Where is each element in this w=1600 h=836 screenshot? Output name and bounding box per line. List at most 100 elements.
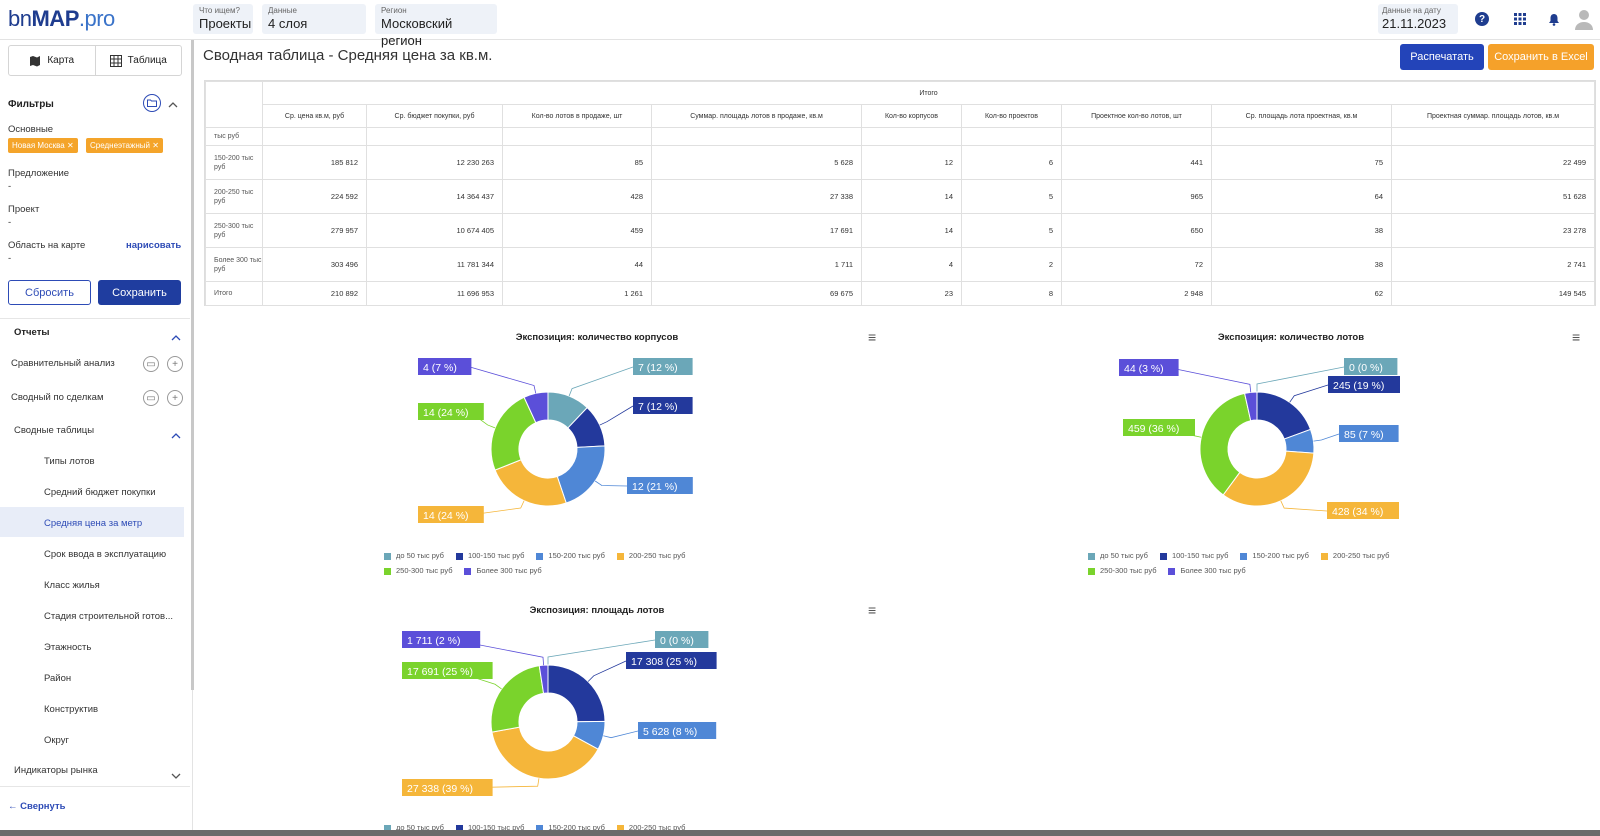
tab-map[interactable]: Карта: [9, 46, 96, 75]
reports-title: Отчеты: [14, 327, 50, 338]
selected-item-highlight: [0, 507, 184, 537]
donut-slice[interactable]: [547, 664, 606, 723]
filter-chip[interactable]: Новая Москва ✕: [8, 138, 78, 153]
folder-icon[interactable]: [143, 94, 161, 112]
donut-chart: 0 (0 %) 245 (19 %) 85 (7 %) 428 (34 %) 459 (…: [1119, 358, 1400, 519]
pivot-item[interactable]: Средний бюджет покупки: [44, 487, 156, 498]
pivot-item-active[interactable]: Средняя цена за метр: [44, 518, 143, 529]
data-label: 5 628 (8 %): [643, 726, 697, 738]
sidebar-scrollbar[interactable]: [191, 40, 194, 690]
market-indicators[interactable]: Индикаторы рынка: [14, 765, 98, 776]
bottom-scrollbar[interactable]: [0, 830, 1600, 836]
donut-slice[interactable]: [538, 664, 549, 694]
legend-item[interactable]: до 50 тыс руб: [384, 548, 444, 563]
legend-item[interactable]: до 50 тыс руб: [1088, 548, 1148, 563]
export-excel-button[interactable]: Сохранить в Excel: [1488, 44, 1594, 70]
report-comparative-analysis[interactable]: Сравнительный анализ: [11, 358, 115, 369]
pivot-item[interactable]: Срок ввода в эксплуатацию: [44, 549, 167, 560]
filter-chip[interactable]: Среднеэтажный ✕: [86, 138, 163, 153]
chart-menu-icon[interactable]: ≡: [1572, 329, 1581, 345]
print-button[interactable]: Распечатать: [1400, 44, 1484, 70]
legend-item[interactable]: 250-300 тыс руб: [1088, 563, 1156, 578]
donut-slice[interactable]: [1199, 392, 1252, 496]
tab-table[interactable]: Таблица: [96, 46, 182, 75]
offer-value[interactable]: -: [8, 181, 12, 192]
pivot-item[interactable]: Этажность: [44, 642, 92, 653]
legend-item[interactable]: 150-200 тыс руб: [536, 548, 605, 563]
legend-item[interactable]: 200-250 тыс руб: [616, 548, 685, 563]
donut-slice[interactable]: [556, 445, 606, 504]
column-header[interactable]: Кол-во лотов в продаже, шт: [502, 104, 652, 128]
close-icon[interactable]: ✕: [66, 141, 74, 150]
legend-item[interactable]: 100-150 тыс руб: [455, 820, 524, 835]
user-avatar[interactable]: [1574, 8, 1594, 30]
save-button[interactable]: Сохранить: [98, 280, 181, 305]
search-type-selector[interactable]: Что ищем? Проекты: [193, 4, 253, 34]
chevron-up-icon[interactable]: [168, 96, 178, 114]
pivot-item[interactable]: Класс жилья: [44, 580, 100, 591]
column-header[interactable]: Ср. бюджет покупки, руб: [366, 104, 503, 128]
donut-slice[interactable]: [1244, 391, 1258, 422]
pivot-item[interactable]: Конструктив: [44, 704, 99, 715]
view-tabs: Карта Таблица: [8, 45, 182, 76]
donut-slice[interactable]: [1222, 450, 1315, 507]
pivot-item[interactable]: Округ: [44, 735, 69, 746]
add-icon[interactable]: +: [167, 390, 183, 406]
donut-slice[interactable]: [494, 459, 567, 507]
column-header[interactable]: Проектная суммар. площадь лотов, кв.м: [1391, 104, 1595, 128]
folder-icon[interactable]: ▭: [143, 390, 159, 406]
data-label: 0 (0 %): [660, 635, 694, 647]
draw-area-link[interactable]: нарисовать: [126, 240, 182, 251]
donut-slice[interactable]: [490, 665, 545, 733]
report-deals-summary[interactable]: Сводный по сделкам: [11, 392, 104, 403]
data-label: 44 (3 %): [1124, 363, 1164, 375]
chevron-up-icon[interactable]: [171, 427, 181, 445]
legend-item[interactable]: 150-200 тыс руб: [536, 820, 605, 835]
collapse-sidebar-button[interactable]: ← Свернуть: [8, 801, 66, 812]
logo[interactable]: bnMAP.pro: [8, 6, 115, 31]
data-layers-selector[interactable]: Данные 4 слоя: [262, 4, 366, 34]
legend-item[interactable]: 250-300 тыс руб: [384, 563, 452, 578]
apps-grid-icon[interactable]: [1513, 12, 1527, 26]
reset-button[interactable]: Сбросить: [8, 280, 91, 305]
column-header[interactable]: Кол-во проектов: [961, 104, 1062, 128]
legend-item[interactable]: 200-250 тыс руб: [616, 820, 685, 835]
map-area-label: Область на карте: [8, 240, 86, 251]
pivot-item[interactable]: Стадия строительной готов...: [44, 611, 174, 622]
project-value[interactable]: -: [8, 217, 12, 228]
label-connector: [1289, 384, 1329, 403]
pivot-item[interactable]: Типы лотов: [44, 456, 95, 467]
donut-slice[interactable]: [523, 391, 549, 424]
add-icon[interactable]: +: [167, 356, 183, 372]
legend-swatch: [536, 552, 544, 560]
legend-item[interactable]: 100-150 тыс руб: [1159, 548, 1228, 563]
help-icon[interactable]: ?: [1475, 12, 1489, 26]
pivot-tables-title[interactable]: Сводные таблицы: [14, 425, 95, 436]
column-header[interactable]: Проектное кол-во лотов, шт: [1061, 104, 1212, 128]
column-header[interactable]: Ср. цена кв.м, руб: [262, 104, 367, 128]
date-selector[interactable]: Данные на дату 21.11.2023: [1378, 4, 1458, 34]
column-header[interactable]: Ср. площадь лота проектная, кв.м: [1211, 104, 1392, 128]
donut-slice[interactable]: [491, 726, 599, 780]
chart-menu-icon[interactable]: ≡: [868, 329, 877, 345]
legend-item[interactable]: 150-200 тыс руб: [1240, 548, 1309, 563]
offer-label: Предложение: [8, 168, 70, 179]
legend-item[interactable]: до 50 тыс руб: [384, 820, 444, 835]
legend-item[interactable]: Более 300 тыс руб: [1168, 563, 1246, 578]
legend-label: Более 300 тыс руб: [1180, 566, 1246, 575]
legend-swatch: [384, 552, 391, 560]
column-header[interactable]: Суммар. площадь лотов в продаже, кв.м: [651, 104, 862, 128]
pivot-item[interactable]: Район: [44, 673, 72, 684]
legend-item[interactable]: Более 300 тыс руб: [464, 563, 542, 578]
chevron-down-icon[interactable]: [171, 767, 181, 785]
chart-menu-icon[interactable]: ≡: [868, 602, 877, 618]
close-icon[interactable]: ✕: [152, 141, 159, 150]
folder-icon[interactable]: ▭: [143, 356, 159, 372]
region-selector[interactable]: Регион Московский регион: [375, 4, 497, 48]
chevron-up-icon[interactable]: [171, 329, 181, 347]
legend-item[interactable]: 100-150 тыс руб: [455, 548, 524, 563]
bell-icon[interactable]: [1547, 12, 1561, 26]
legend-item[interactable]: 200-250 тыс руб: [1320, 548, 1389, 563]
donut-chart: 0 (0 %) 17 308 (25 %) 5 628 (8 %) 27 338 (3…: [402, 631, 717, 796]
column-header[interactable]: Кол-во корпусов: [861, 104, 962, 128]
